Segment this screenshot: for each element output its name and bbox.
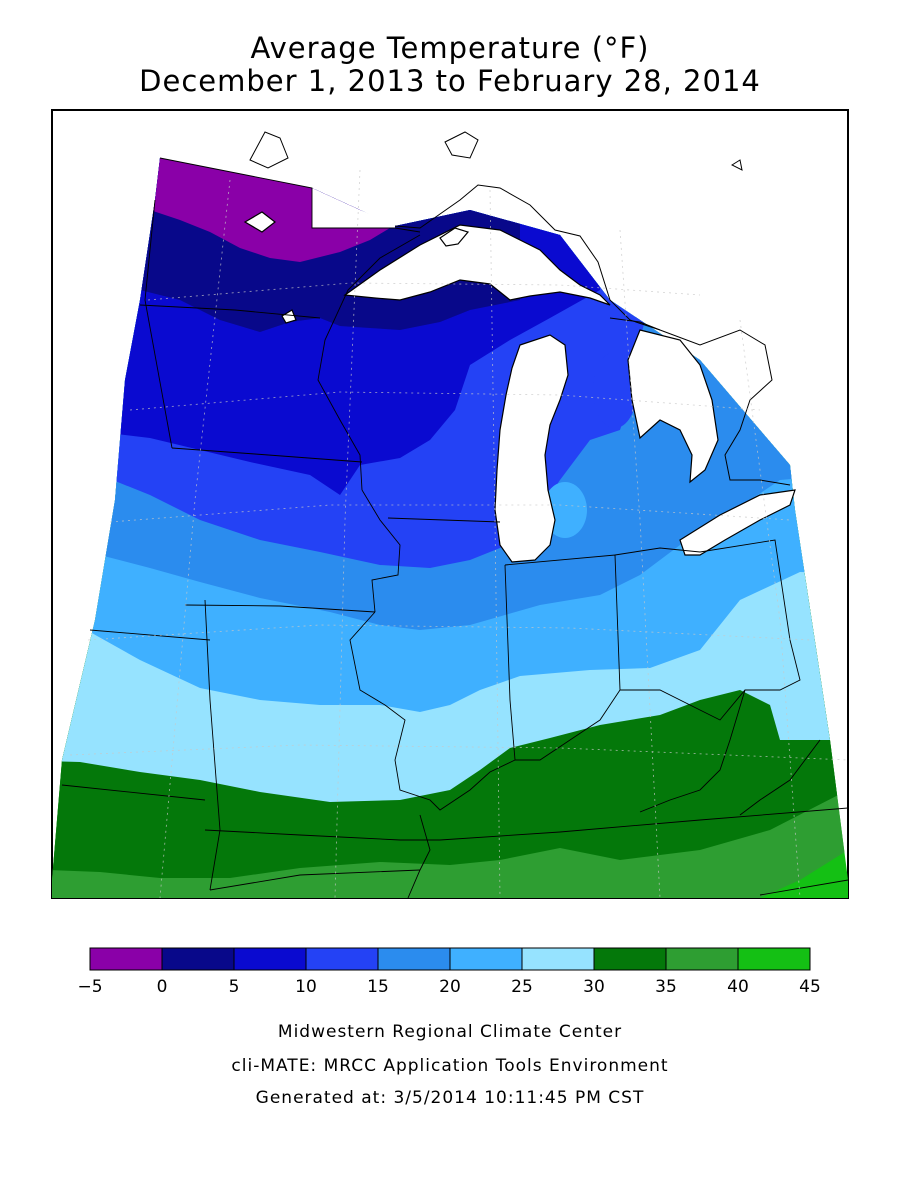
lake-of-the-woods: [243, 211, 276, 233]
map-date-range: December 1, 2013 to February 28, 2014: [139, 64, 761, 98]
border-tn-nc: [759, 879, 849, 896]
northwest-islands: [249, 131, 289, 169]
lake-huron: [627, 329, 719, 484]
legend-tick-label: 5: [229, 977, 240, 997]
legend-tick-label: 40: [727, 977, 749, 997]
legend-swatch: [377, 947, 451, 971]
border-mn-west: [144, 199, 173, 449]
manitoulin-outline: [609, 317, 661, 331]
legend-swatch: [737, 947, 811, 971]
border-ar: [209, 869, 421, 891]
credit-tool: cli-MATE: MRCC Application Tools Environ…: [231, 1056, 669, 1076]
upper-red-lake: [281, 309, 297, 324]
border-dakotas: [139, 304, 321, 319]
legend-tick-label: 35: [655, 977, 677, 997]
legend-swatch: [305, 947, 379, 971]
border-ky-wv: [639, 689, 746, 813]
legend-tick-label: 25: [511, 977, 533, 997]
latlon-grid: [69, 169, 849, 899]
state-boundaries: [61, 157, 849, 899]
legend-swatch: [593, 947, 667, 971]
lake-erie: [679, 489, 796, 556]
border-ky-va: [739, 739, 821, 816]
white-gap-ontario: [312, 188, 395, 228]
border-mississippi: [407, 814, 431, 899]
map-title: Average Temperature (°F): [250, 31, 650, 65]
border-ia-mo: [184, 604, 376, 613]
credit-organization: Midwestern Regional Climate Center: [277, 1022, 623, 1042]
hudson-islands: [444, 131, 479, 159]
legend-tick-label: 15: [367, 977, 389, 997]
border-us-canada: [159, 157, 421, 233]
legend-tick-label: 0: [157, 977, 168, 997]
border-oh: [614, 539, 801, 721]
border-ne-ks: [89, 629, 211, 641]
michigan-cool-pocket: [593, 352, 637, 428]
lake-nipigon: [439, 227, 470, 247]
canada-outlines: [249, 131, 791, 486]
legend-swatch: [89, 947, 163, 971]
legend-tick-label: 10: [295, 977, 317, 997]
legend-tick-label: 45: [799, 977, 821, 997]
border-mo-ar: [204, 829, 440, 841]
legend-tick-label: 30: [583, 977, 605, 997]
ontario-outline: [311, 184, 791, 486]
border-wi-il: [387, 517, 501, 523]
border-il: [349, 564, 516, 811]
border-ks-mo: [204, 599, 221, 891]
legend-tick-label: 20: [439, 977, 461, 997]
legend-swatch: [161, 947, 235, 971]
color-bar-legend: −5 0 5 10 15 20 25 30 35 40 45: [77, 947, 821, 997]
legend-swatch: [521, 947, 595, 971]
border-ia-east: [361, 489, 401, 613]
border-ky-tn: [439, 807, 849, 841]
legend-swatch: [665, 947, 739, 971]
northeast-island: [730, 159, 743, 171]
legend-swatch: [449, 947, 523, 971]
border-mn-wi: [317, 234, 421, 491]
credit-generated: Generated at: 3/5/2014 10:11:45 PM CST: [255, 1088, 645, 1108]
border-ia-north: [171, 447, 363, 463]
border-ok: [61, 784, 206, 801]
legend-swatch: [233, 947, 307, 971]
legend-tick-label: −5: [77, 977, 102, 997]
